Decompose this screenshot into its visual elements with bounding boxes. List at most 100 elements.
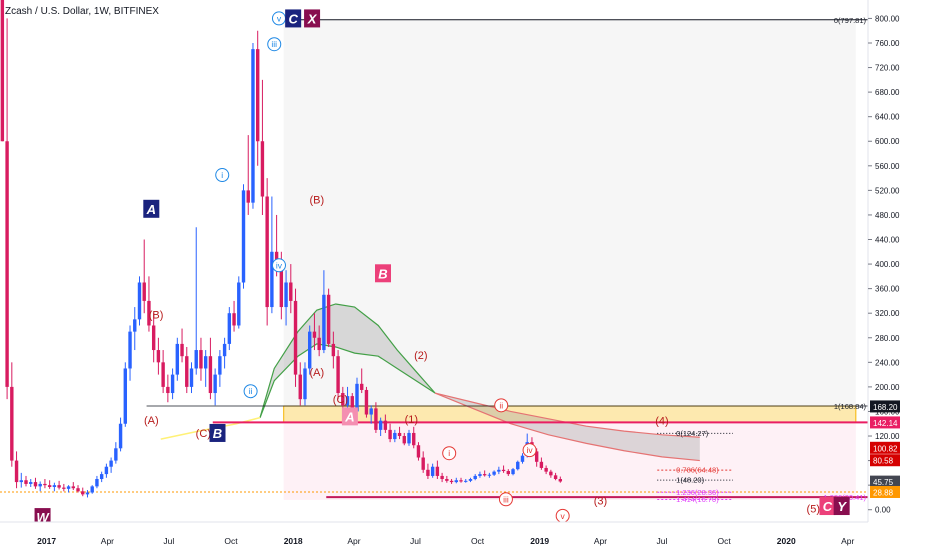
time-tick-label: Apr [841, 536, 854, 546]
wave-box [819, 497, 836, 516]
wave-circle [243, 384, 258, 399]
time-tick-label: Apr [594, 536, 607, 546]
price-tick-label: 280.00 [875, 334, 900, 343]
wave-box [375, 264, 392, 283]
wave-label: (C) [196, 428, 211, 440]
candle-body [364, 389, 369, 415]
candle-body [251, 49, 255, 203]
time-tick-label: Jul [657, 536, 668, 546]
candle-body [47, 485, 52, 487]
candle-body [416, 445, 421, 458]
price-tick-label: 200.00 [875, 383, 900, 392]
wave-box-label: Y [837, 499, 847, 514]
candle-body [161, 362, 165, 387]
wave-label: (A) [309, 367, 324, 379]
candle-body [284, 282, 288, 308]
fib-level-label: 0(797.81) [834, 16, 867, 25]
candle-body [222, 343, 227, 357]
wave-circle [498, 492, 513, 507]
candle-body [544, 467, 548, 472]
candle-body [237, 282, 241, 326]
candle-body [506, 471, 511, 475]
price-axis-bg [868, 0, 932, 550]
wave-box-label: C [288, 11, 298, 26]
candle-body [255, 49, 260, 142]
candle-body [336, 356, 340, 394]
time-tick-label: 2020 [777, 536, 796, 546]
time-tick-label: Oct [718, 536, 732, 546]
fib2-level-label: 0(124.27) [676, 429, 709, 438]
candle-body [317, 337, 321, 351]
wave-circle-label: i [221, 170, 223, 180]
candle-body [270, 251, 274, 308]
candle-body [468, 479, 473, 481]
candle-body [57, 485, 61, 488]
price-tick-label: 600.00 [875, 137, 900, 146]
candle-body [142, 282, 146, 301]
price-tick-label: 680.00 [875, 88, 900, 97]
wave-box [833, 497, 850, 516]
candle-body [227, 313, 232, 344]
candle-body [492, 471, 496, 475]
red-cloud-lower [434, 392, 700, 462]
candle-body [76, 488, 80, 492]
wave-box-label: A [344, 409, 354, 424]
wave-label: (2) [414, 350, 427, 362]
candle-body [553, 475, 558, 480]
candle-body [0, 0, 5, 142]
candle-body [114, 448, 118, 461]
candle-body [99, 474, 104, 480]
candle-body [218, 356, 222, 375]
candle-body [118, 423, 123, 449]
candle-body [312, 331, 317, 338]
price-tick-label: 400.00 [875, 260, 900, 269]
candle-body [71, 486, 75, 489]
price-tick-label: 440.00 [875, 236, 900, 245]
candle-body [274, 251, 279, 265]
price-tag [870, 475, 900, 488]
candle-body [322, 294, 326, 351]
candle-body [397, 432, 402, 437]
wave-box-label: A [146, 202, 156, 217]
candle-body [516, 461, 520, 470]
candle-body [180, 343, 184, 357]
candle-body [185, 356, 189, 387]
candle-body [487, 474, 492, 476]
wave-label: (B) [149, 309, 164, 321]
candle-body [81, 491, 85, 495]
candle-body [156, 350, 161, 363]
candle-body [407, 432, 411, 444]
price-tag-label: 100.82 [873, 444, 898, 453]
candle-body [189, 368, 194, 387]
wave-circle [215, 168, 230, 183]
candle-body [308, 331, 312, 369]
candle-body [534, 451, 539, 462]
candle-body [454, 480, 458, 483]
wave-circle-label: iii [271, 39, 277, 49]
candle-body [430, 466, 435, 476]
candle-body [151, 325, 156, 351]
price-tick-label: 360.00 [875, 285, 900, 294]
price-tick-label: 800.00 [875, 14, 900, 23]
price-tag-label: 142.14 [873, 419, 898, 428]
candle-body [478, 474, 482, 476]
fib2-level-label: 0.786(64.48) [676, 466, 719, 475]
candle-body [355, 383, 359, 412]
candle-body [208, 356, 213, 394]
candle-body [440, 475, 444, 480]
candle-body [19, 480, 23, 483]
candle-body [52, 485, 57, 487]
candle-body [166, 386, 170, 394]
candle-body [232, 313, 236, 326]
candle-body [303, 368, 307, 400]
wave-circle-label: v [277, 13, 282, 23]
green-cloud-upper [259, 303, 436, 418]
candle-body [341, 393, 345, 406]
candle-body [213, 374, 217, 394]
candle-body [246, 190, 250, 203]
wave-box [143, 199, 160, 218]
time-tick-label: Apr [347, 536, 360, 546]
wave-circle-label: i [448, 448, 450, 458]
